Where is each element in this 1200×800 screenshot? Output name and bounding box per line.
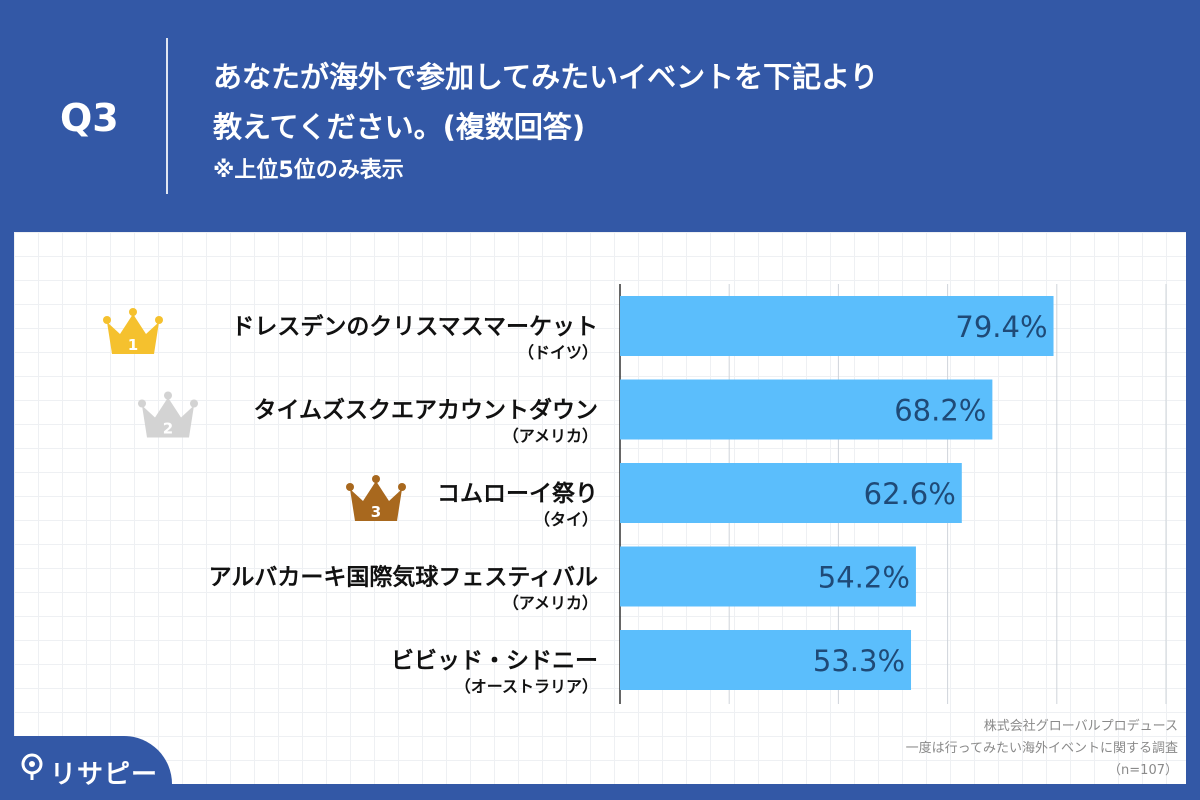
category-sublabel: （アメリカ） [503, 427, 598, 446]
category-label: ドレスデンのクリスマスマーケット [231, 313, 598, 340]
category-label: コムローイ祭り [437, 480, 598, 507]
header-divider [166, 38, 168, 194]
source-company: 株式会社グローバルプロデュース [983, 719, 1178, 734]
bar [620, 630, 912, 690]
crown-icon: 1 [103, 308, 163, 354]
crown-icon: 3 [346, 475, 406, 521]
bar [620, 546, 916, 607]
category-label: タイムズスクエアカウントダウン [253, 397, 598, 424]
bar-value-label: 62.6% [864, 477, 956, 511]
question-note: ※上位5位のみ表示 [213, 158, 404, 183]
category-sublabel: （ドイツ） [518, 343, 598, 362]
category-label: アルバカーキ国際気球フェスティバル [209, 564, 598, 591]
bar-value-label: 53.3% [813, 644, 905, 678]
source-survey: 一度は行ってみたい海外イベントに関する調査 [905, 741, 1178, 756]
bar-value-label: 54.2% [818, 561, 910, 595]
question-title-line1: あなたが海外で参加してみたいイベントを下記より [213, 60, 879, 94]
logo-text: リサピー [50, 760, 159, 790]
logo-tab [0, 736, 172, 800]
bar [620, 296, 1054, 356]
category-sublabel: （タイ） [534, 510, 598, 529]
question-number: Q3 [60, 96, 119, 140]
bar-value-label: 68.2% [894, 394, 986, 428]
crown-icon: 2 [138, 391, 198, 438]
rank-number: 3 [371, 503, 381, 521]
rank-number: 2 [163, 420, 173, 438]
source-sample-size: （n=107） [1108, 763, 1178, 778]
source-note: 株式会社グローバルプロデュース 一度は行ってみたい海外イベントに関する調査 （n… [906, 716, 1178, 782]
question-title-line2: 教えてください。(複数回答) [213, 110, 586, 144]
question-title: あなたが海外で参加してみたいイベントを下記より 教えてください。(複数回答) [213, 52, 879, 152]
rank-number: 1 [128, 336, 138, 354]
category-label: ビビッド・シドニー [391, 648, 598, 674]
bar-value-label: 79.4% [955, 310, 1047, 344]
bar [620, 463, 962, 523]
category-sublabel: （アメリカ） [503, 594, 598, 613]
category-sublabel: （オーストラリア） [455, 677, 598, 696]
bar [620, 379, 993, 440]
pin-icon [21, 753, 43, 780]
